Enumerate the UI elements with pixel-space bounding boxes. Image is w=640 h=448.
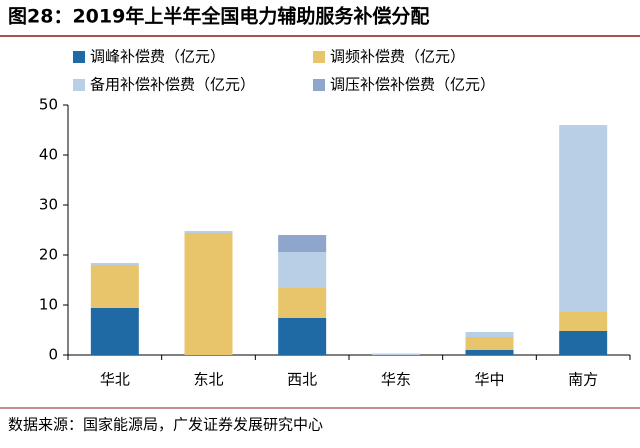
bar-segment (559, 312, 608, 331)
bar-segment (184, 231, 233, 233)
x-tick-label: 华东 (381, 371, 411, 389)
bar-segment (465, 350, 514, 355)
source-note: 数据来源：国家能源局，广发证券发展研究中心 (8, 416, 323, 434)
legend-label: 调压补偿补偿费（亿元） (330, 76, 495, 94)
x-tick-label: 西北 (287, 371, 317, 389)
x-tick-label: 华北 (100, 371, 130, 389)
y-tick-label: 40 (39, 146, 58, 164)
bar-segment (184, 233, 233, 355)
bar-segment (90, 265, 139, 308)
legend-label: 调频补偿费（亿元） (330, 48, 465, 66)
y-tick-label: 0 (48, 346, 58, 364)
legend-swatch (313, 79, 325, 91)
bar-segment (90, 308, 139, 355)
x-tick-label: 华中 (474, 371, 504, 389)
bar-segment (559, 125, 608, 312)
legend-swatch (73, 51, 85, 63)
legend-swatch (73, 79, 85, 91)
chart-title: 图28：2019年上半年全国电力辅助服务补偿分配 (8, 5, 429, 28)
bar-segment (465, 332, 514, 337)
bar-segment (278, 318, 327, 355)
bar-segment (278, 235, 327, 252)
legend-label: 备用补偿补偿费（亿元） (90, 76, 255, 94)
y-tick-label: 20 (39, 246, 58, 264)
legend-label: 调峰补偿费（亿元） (90, 48, 225, 66)
bar-segment (90, 263, 139, 265)
y-tick-label: 50 (39, 96, 58, 114)
bar-segment (278, 252, 327, 288)
y-tick-label: 30 (39, 196, 58, 214)
bar-segment (371, 353, 420, 355)
bar-segment (278, 288, 327, 318)
x-tick-label: 南方 (568, 371, 598, 389)
y-tick-label: 10 (39, 296, 58, 314)
bar-segment (559, 331, 608, 355)
legend-swatch (313, 51, 325, 63)
bar-segment (465, 337, 514, 350)
x-tick-label: 东北 (193, 371, 223, 389)
